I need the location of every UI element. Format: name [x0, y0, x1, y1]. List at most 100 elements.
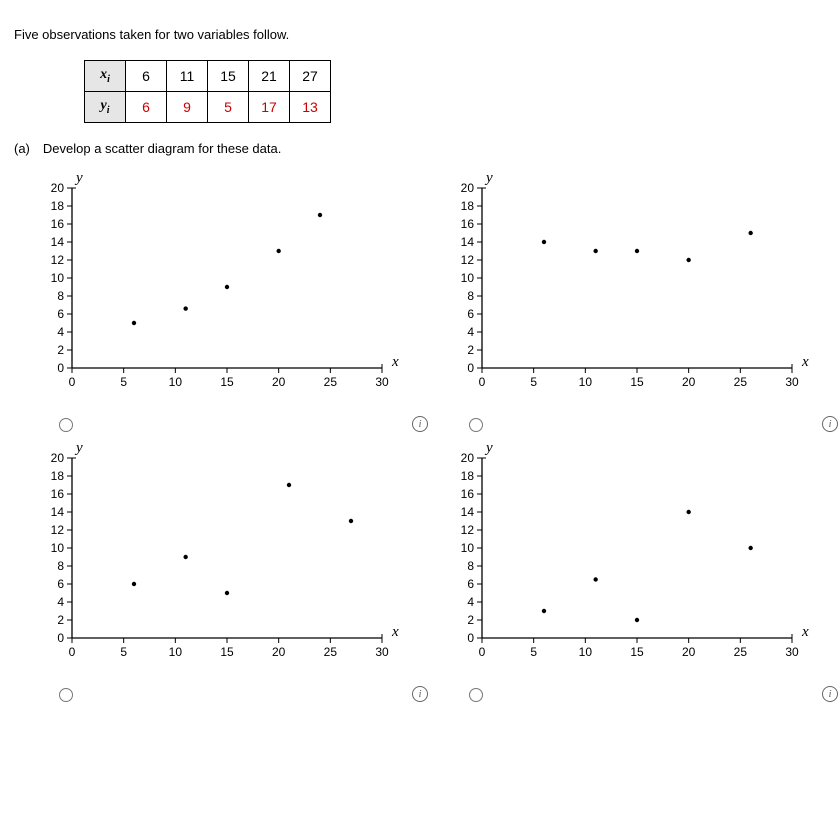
cell: 13 [290, 92, 331, 123]
scatter-chart: 05101520253002468101214161820yx [24, 438, 434, 668]
svg-text:14: 14 [51, 505, 65, 519]
svg-text:25: 25 [324, 375, 338, 389]
svg-text:10: 10 [579, 375, 593, 389]
svg-text:18: 18 [51, 199, 65, 213]
svg-text:0: 0 [479, 645, 486, 659]
option-radio[interactable] [469, 418, 483, 432]
svg-text:6: 6 [57, 577, 64, 591]
svg-text:20: 20 [682, 375, 696, 389]
chart-option-1: 05101520253002468101214161820yx i [24, 168, 434, 398]
info-icon[interactable]: i [412, 416, 428, 432]
svg-text:y: y [484, 170, 493, 186]
info-icon[interactable]: i [412, 686, 428, 702]
svg-text:2: 2 [57, 613, 64, 627]
svg-text:0: 0 [479, 375, 486, 389]
svg-text:20: 20 [272, 645, 286, 659]
cell: 11 [167, 61, 208, 92]
cell: 21 [249, 61, 290, 92]
svg-text:4: 4 [467, 595, 474, 609]
svg-text:8: 8 [57, 559, 64, 573]
svg-text:4: 4 [57, 325, 64, 339]
svg-text:20: 20 [51, 451, 65, 465]
svg-text:14: 14 [51, 235, 65, 249]
cell: 6 [126, 92, 167, 123]
svg-text:25: 25 [734, 645, 748, 659]
svg-text:8: 8 [57, 289, 64, 303]
option-radio[interactable] [59, 418, 73, 432]
svg-text:16: 16 [461, 487, 475, 501]
svg-text:x: x [801, 624, 809, 640]
svg-text:2: 2 [467, 613, 474, 627]
svg-text:2: 2 [57, 343, 64, 357]
svg-text:10: 10 [51, 271, 65, 285]
svg-text:0: 0 [69, 645, 76, 659]
svg-text:5: 5 [120, 375, 127, 389]
svg-text:4: 4 [57, 595, 64, 609]
svg-text:15: 15 [630, 645, 644, 659]
svg-text:30: 30 [785, 375, 799, 389]
svg-text:10: 10 [169, 375, 183, 389]
svg-text:0: 0 [467, 631, 474, 645]
svg-text:30: 30 [375, 375, 389, 389]
svg-text:4: 4 [467, 325, 474, 339]
svg-text:0: 0 [57, 361, 64, 375]
svg-text:10: 10 [169, 645, 183, 659]
svg-text:18: 18 [461, 199, 475, 213]
cell: 17 [249, 92, 290, 123]
svg-text:16: 16 [51, 217, 65, 231]
svg-text:y: y [484, 440, 493, 456]
option-radio[interactable] [59, 688, 73, 702]
info-icon[interactable]: i [822, 686, 838, 702]
scatter-chart: 05101520253002468101214161820yx [24, 168, 434, 398]
svg-text:0: 0 [467, 361, 474, 375]
svg-text:16: 16 [51, 487, 65, 501]
scatter-chart: 05101520253002468101214161820yx [434, 438, 840, 668]
option-radio[interactable] [469, 688, 483, 702]
svg-text:x: x [801, 354, 809, 370]
svg-text:6: 6 [57, 307, 64, 321]
row-header-x: xi [85, 61, 126, 92]
svg-text:15: 15 [630, 375, 644, 389]
svg-text:12: 12 [51, 523, 65, 537]
svg-text:20: 20 [682, 645, 696, 659]
svg-text:20: 20 [461, 451, 475, 465]
svg-text:16: 16 [461, 217, 475, 231]
svg-text:0: 0 [69, 375, 76, 389]
data-table: xi 6 11 15 21 27 yi 6 9 5 17 13 [84, 60, 331, 123]
svg-text:2: 2 [467, 343, 474, 357]
cell: 15 [208, 61, 249, 92]
svg-text:14: 14 [461, 235, 475, 249]
cell: 6 [126, 61, 167, 92]
cell: 27 [290, 61, 331, 92]
svg-text:8: 8 [467, 289, 474, 303]
charts-grid: 05101520253002468101214161820yx i 051015… [24, 168, 826, 668]
chart-option-3: 05101520253002468101214161820yx i [24, 438, 434, 668]
svg-text:12: 12 [461, 523, 475, 537]
chart-option-4: 05101520253002468101214161820yx i [434, 438, 840, 668]
part-a-label: (a) Develop a scatter diagram for these … [14, 141, 826, 156]
cell: 5 [208, 92, 249, 123]
svg-text:y: y [74, 170, 83, 186]
intro-text: Five observations taken for two variable… [14, 27, 826, 42]
row-header-y: yi [85, 92, 126, 123]
svg-text:12: 12 [461, 253, 475, 267]
svg-text:18: 18 [51, 469, 65, 483]
svg-text:30: 30 [375, 645, 389, 659]
svg-text:14: 14 [461, 505, 475, 519]
svg-text:6: 6 [467, 307, 474, 321]
svg-text:10: 10 [579, 645, 593, 659]
svg-text:0: 0 [57, 631, 64, 645]
svg-text:20: 20 [461, 181, 475, 195]
svg-text:y: y [74, 440, 83, 456]
svg-text:x: x [391, 624, 399, 640]
info-icon[interactable]: i [822, 416, 838, 432]
svg-text:10: 10 [51, 541, 65, 555]
svg-text:10: 10 [461, 271, 475, 285]
scatter-chart: 05101520253002468101214161820yx [434, 168, 840, 398]
svg-text:5: 5 [120, 645, 127, 659]
svg-text:6: 6 [467, 577, 474, 591]
svg-text:5: 5 [530, 375, 537, 389]
svg-text:25: 25 [324, 645, 338, 659]
svg-text:10: 10 [461, 541, 475, 555]
cell: 9 [167, 92, 208, 123]
